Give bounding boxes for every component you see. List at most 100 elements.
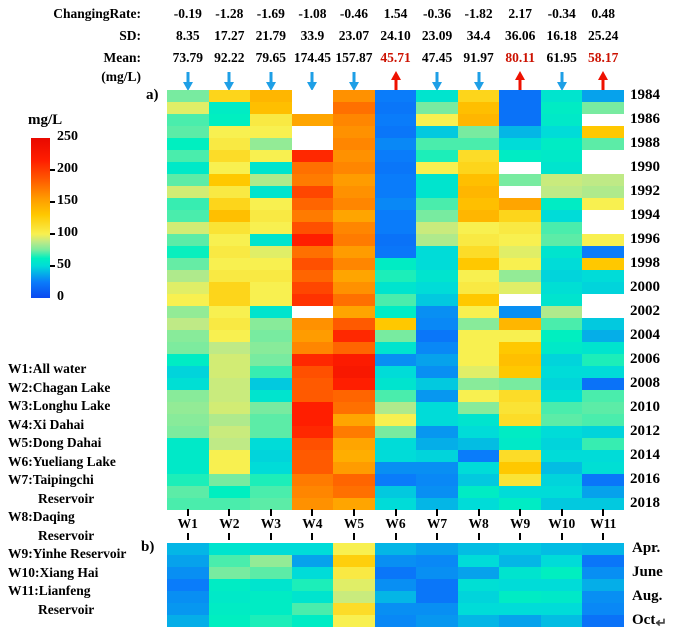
down-arrow-icon (292, 70, 334, 91)
heatmap-cell (208, 330, 251, 342)
colorbar-tick-label: 100 (57, 225, 78, 240)
heatmap-cell (291, 150, 334, 162)
heatmap-cell (582, 390, 625, 402)
axis-tick (375, 509, 417, 516)
year-label: 2010 (630, 399, 660, 415)
heatmap-cell (499, 222, 541, 234)
heatmap-cell (499, 591, 541, 603)
heatmap-cell (499, 543, 541, 555)
heatmap-cell (499, 603, 541, 615)
heatmap-cell (250, 579, 292, 591)
heatmap-cell (416, 354, 458, 366)
heatmap-cell (374, 591, 417, 603)
heatmap-cell (374, 450, 417, 462)
heatmap-row (167, 210, 625, 222)
heatmap-row (167, 579, 625, 591)
heatmap-cell (582, 282, 625, 294)
heatmap-cell (374, 366, 417, 378)
axis-tick (416, 533, 458, 540)
year-label: 2008 (630, 375, 660, 391)
return-mark: ↵ (656, 615, 667, 630)
heatmap-cell (291, 450, 334, 462)
heatmap-cell (416, 414, 458, 426)
heatmap-cell (291, 567, 334, 579)
mean-label: Mean: (103, 50, 142, 65)
heatmap-cell (416, 330, 458, 342)
x-label-w3: W3 (260, 516, 281, 531)
heatmap-cell (208, 90, 251, 102)
heatmap-cell (333, 282, 375, 294)
heatmap-cell (333, 402, 375, 414)
heatmap-cell (540, 567, 583, 579)
heatmap-cell (499, 450, 541, 462)
heatmap-cell (250, 294, 292, 306)
heatmap-cell (540, 390, 583, 402)
heatmap-cell (374, 543, 417, 555)
heatmap-cell (499, 210, 541, 222)
heatmap-cell (540, 102, 583, 114)
heatmap-cell (582, 162, 625, 174)
heatmap-cell (457, 258, 500, 270)
heatmap-cell (333, 426, 375, 438)
heatmap-cell (167, 450, 209, 462)
heatmap-cell (582, 102, 625, 114)
heatmap-cell (333, 162, 375, 174)
heatmap-cell (250, 114, 292, 126)
heatmap-cell (374, 354, 417, 366)
changing-rate-values: -0.19 -1.28 -1.69 -1.08 -0.46 1.54 -0.36 -1.82 2… (167, 6, 624, 22)
heatmap-cell (499, 402, 541, 414)
stat-value: 174.45 (293, 50, 331, 65)
heatmap-cell (540, 543, 583, 555)
heatmap-cell (457, 198, 500, 210)
heatmap-cell (167, 198, 209, 210)
heatmap-cell (291, 174, 334, 186)
heatmap-row (167, 222, 625, 234)
heatmap-cell (208, 498, 251, 510)
x-label-w8: W8 (468, 516, 489, 531)
heatmap-cell (333, 234, 375, 246)
heatmap-cell (416, 450, 458, 462)
heatmap-cell (333, 462, 375, 474)
stat-value: -0.46 (339, 6, 369, 21)
heatmap-cell (167, 222, 209, 234)
heatmap-cell (457, 246, 500, 258)
heatmap-cell (374, 294, 417, 306)
heatmap-cell (499, 330, 541, 342)
axis-tick (582, 533, 624, 540)
heatmap-cell (208, 414, 251, 426)
heatmap-cell (582, 126, 625, 138)
heatmap-cell (416, 498, 458, 510)
heatmap-cell (374, 138, 417, 150)
heatmap-cell (540, 210, 583, 222)
heatmap-cell (250, 591, 292, 603)
stat-value: 8.35 (175, 28, 200, 43)
legend-item: W5:Dong Dahai (8, 435, 102, 450)
heatmap-cell (167, 174, 209, 186)
heatmap-cell (291, 114, 334, 126)
heatmap-cell (208, 198, 251, 210)
heatmap-cell (499, 234, 541, 246)
heatmap-cell (540, 603, 583, 615)
heatmap-cell (291, 462, 334, 474)
heatmap-cell (374, 210, 417, 222)
heatmap-cell (374, 390, 417, 402)
heatmap-cell (333, 555, 375, 567)
axis-tick (541, 533, 583, 540)
stat-value: 73.79 (172, 50, 203, 65)
mean-values: 73.79 92.22 79.65 174.45 157.87 45.71 47.45 91.… (167, 50, 624, 66)
colorbar-tick-label: 250 (57, 129, 78, 144)
heatmap-cell (167, 615, 209, 627)
heatmap-cell (208, 222, 251, 234)
heatmap-cell (208, 591, 251, 603)
heatmap-cell (416, 306, 458, 318)
heatmap-cell (499, 378, 541, 390)
heatmap-row (167, 126, 625, 138)
up-arrow-icon (375, 70, 417, 91)
heatmap-cell (540, 114, 583, 126)
heatmap-cell (499, 354, 541, 366)
stat-value: 0.48 (591, 6, 616, 21)
heatmap-cell (499, 114, 541, 126)
heatmap-cell (499, 258, 541, 270)
heatmap-cell (250, 306, 292, 318)
